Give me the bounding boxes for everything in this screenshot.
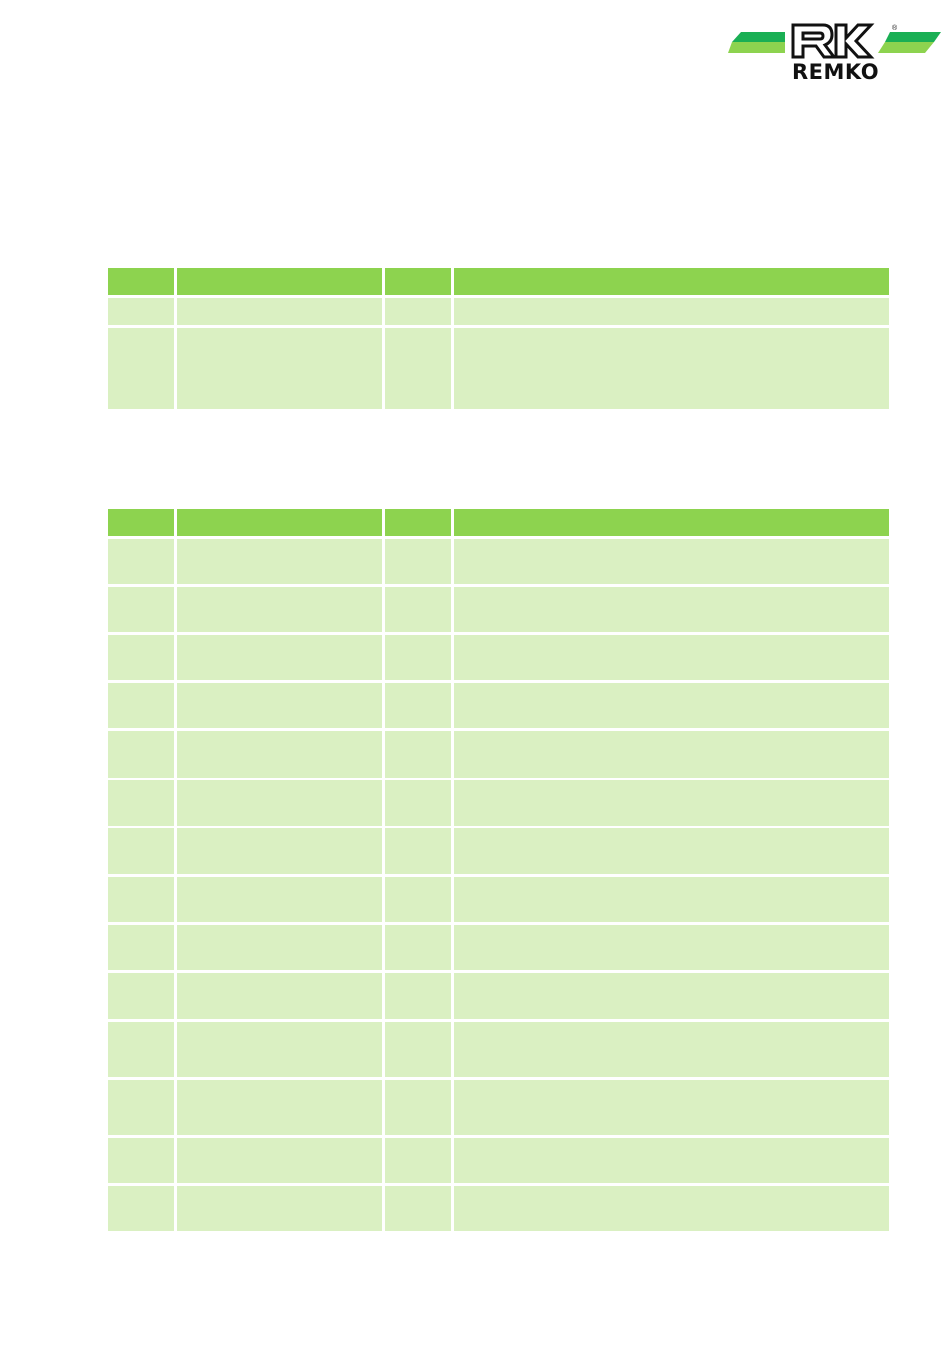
table-cell (108, 731, 174, 778)
table-cell (454, 780, 889, 826)
table-cell (108, 683, 174, 728)
table-header-row (108, 509, 889, 536)
table-cell (385, 780, 451, 826)
table-cell (177, 298, 382, 325)
table-row (108, 328, 889, 409)
table-header-cell (108, 268, 174, 295)
svg-text:®: ® (892, 24, 898, 32)
table-row (108, 973, 889, 1019)
table-cell (108, 1138, 174, 1183)
table-cell (108, 973, 174, 1019)
table-cell (454, 635, 889, 680)
table-cell (108, 877, 174, 922)
table-cell (385, 1080, 451, 1135)
table-cell (385, 328, 451, 409)
table-cell (454, 328, 889, 409)
table-row (108, 587, 889, 632)
table-cell (454, 1080, 889, 1135)
table-cell (385, 298, 451, 325)
table-header-cell (454, 509, 889, 536)
table-cell (177, 635, 382, 680)
table-cell (454, 877, 889, 922)
table-row (108, 925, 889, 970)
table-cell (108, 1186, 174, 1231)
table-row (108, 731, 889, 778)
table-cell (385, 1022, 451, 1077)
logo-text: REMKO (792, 60, 880, 84)
table-row (108, 1186, 889, 1231)
table-cell (177, 925, 382, 970)
table-row (108, 298, 889, 325)
table-cell (177, 1022, 382, 1077)
table-cell (108, 1022, 174, 1077)
table-cell (177, 328, 382, 409)
table-cell (108, 298, 174, 325)
table-cell (385, 877, 451, 922)
table-row (108, 635, 889, 680)
table-cell (454, 1138, 889, 1183)
remko-logo-mark: ® (728, 23, 941, 59)
table-cell (385, 635, 451, 680)
table-cell (385, 539, 451, 584)
table-cell (385, 828, 451, 874)
table-cell (454, 539, 889, 584)
table-cell (385, 683, 451, 728)
table-cell (454, 1186, 889, 1231)
table-header-cell (454, 268, 889, 295)
table-cell (385, 587, 451, 632)
table-header-cell (108, 509, 174, 536)
table-cell (177, 1186, 382, 1231)
table-cell (385, 731, 451, 778)
table-cell (454, 731, 889, 778)
table-cell (108, 635, 174, 680)
table-cell (177, 973, 382, 1019)
table-cell (177, 1138, 382, 1183)
table-cell (108, 925, 174, 970)
table-row (108, 877, 889, 922)
table-cell (454, 973, 889, 1019)
table-cell (454, 683, 889, 728)
table-cell (177, 780, 382, 826)
table-cell (454, 1022, 889, 1077)
table-cell (385, 1186, 451, 1231)
table-cell (177, 1080, 382, 1135)
table-row (108, 1138, 889, 1183)
table-cell (108, 587, 174, 632)
table-cell (108, 328, 174, 409)
table-cell (385, 925, 451, 970)
table-cell (454, 298, 889, 325)
table-cell (385, 973, 451, 1019)
table-header-cell (177, 268, 382, 295)
table-row (108, 539, 889, 584)
table-header-cell (385, 268, 451, 295)
table-cell (454, 828, 889, 874)
table-row (108, 1080, 889, 1135)
table-row (108, 780, 889, 826)
table-cell (454, 587, 889, 632)
table-cell (177, 683, 382, 728)
table-cell (177, 877, 382, 922)
table-header-row (108, 268, 889, 295)
table-cell (177, 731, 382, 778)
table-cell (177, 539, 382, 584)
table-header-cell (177, 509, 382, 536)
table-cell (108, 539, 174, 584)
table-row (108, 828, 889, 874)
table-cell (454, 925, 889, 970)
table-header-cell (385, 509, 451, 536)
table-row (108, 683, 889, 728)
table-cell (108, 1080, 174, 1135)
table-row (108, 1022, 889, 1077)
table-cell (108, 780, 174, 826)
table-cell (177, 587, 382, 632)
table-cell (177, 828, 382, 874)
table-cell (108, 828, 174, 874)
table-cell (385, 1138, 451, 1183)
